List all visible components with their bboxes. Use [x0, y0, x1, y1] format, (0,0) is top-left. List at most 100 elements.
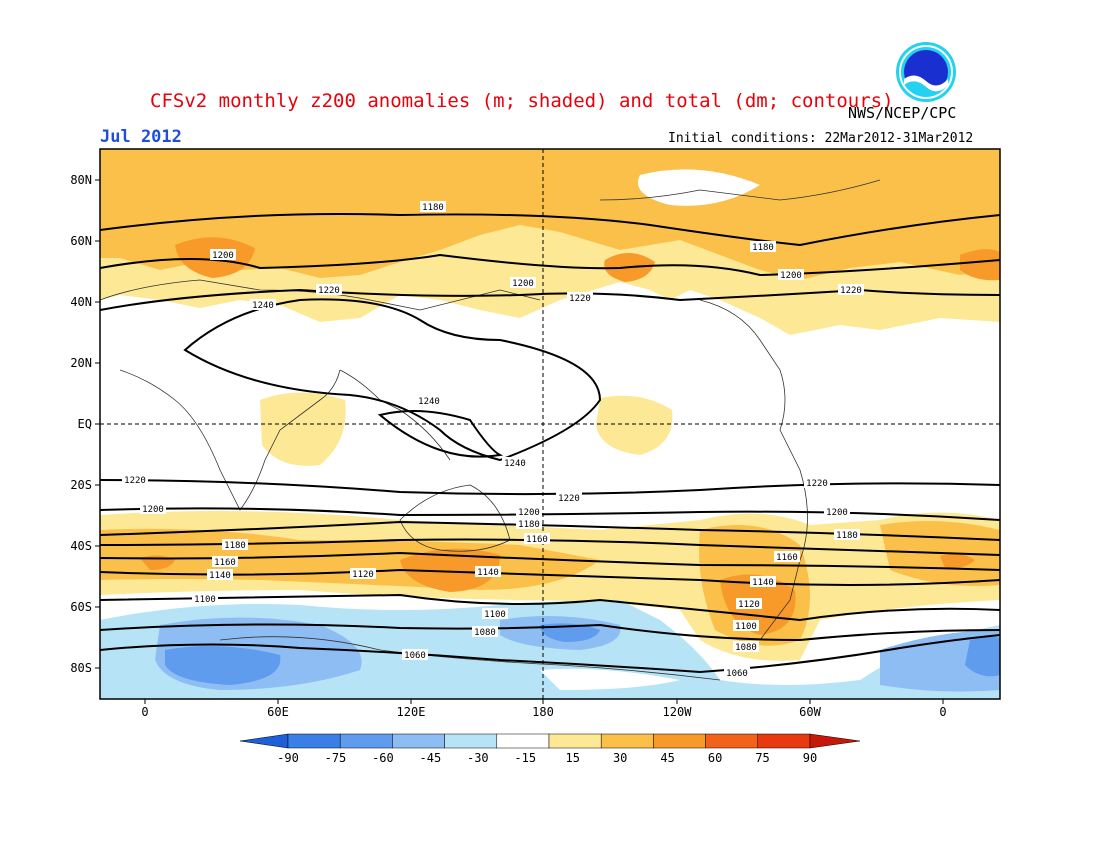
- contour-label: 1200: [210, 249, 236, 261]
- lon-label: 0: [939, 705, 946, 719]
- month-label: Jul 2012: [100, 127, 182, 147]
- svg-text:1180: 1180: [836, 531, 858, 541]
- contour-label: 1220: [122, 474, 148, 486]
- colorbar-swatch: [600, 733, 654, 749]
- contour-label: 1100: [192, 593, 218, 605]
- colorbar-arrow-right: [809, 733, 861, 749]
- contour-label: 1220: [838, 284, 864, 296]
- contour-label: 1200: [510, 277, 536, 289]
- contour-label: 1120: [350, 568, 376, 580]
- colorbar-label: 75: [755, 751, 769, 765]
- contour-label: 1100: [482, 608, 508, 620]
- svg-text:1200: 1200: [826, 508, 848, 518]
- colorbar: -90 -75 -60 -45 -30 -15 15 30 45 60 75 90: [239, 733, 861, 765]
- lon-label: 120E: [397, 705, 426, 719]
- lat-label: 20N: [70, 356, 92, 370]
- svg-text:1220: 1220: [318, 286, 340, 296]
- lon-label: 60W: [799, 705, 821, 719]
- colorbar-label: 90: [803, 751, 817, 765]
- contour-label: 1160: [774, 551, 800, 563]
- colorbar-swatch: [653, 733, 706, 749]
- svg-text:1120: 1120: [738, 600, 760, 610]
- lon-axis: 0 60E 120E 180 120W 60W 0: [141, 699, 947, 719]
- contour-label: 1160: [524, 533, 550, 545]
- colorbar-label: 45: [660, 751, 674, 765]
- svg-text:1100: 1100: [735, 622, 757, 632]
- lat-label: EQ: [78, 417, 92, 431]
- contour-label: 1180: [420, 201, 446, 213]
- contour-label: 1080: [733, 641, 759, 653]
- colorbar-swatch: [496, 733, 550, 749]
- svg-text:1160: 1160: [526, 535, 548, 545]
- svg-text:1200: 1200: [142, 505, 164, 515]
- svg-text:1220: 1220: [124, 476, 146, 486]
- svg-text:1100: 1100: [194, 595, 216, 605]
- lon-label: 180: [532, 705, 554, 719]
- colorbar-arrow-left: [239, 733, 289, 749]
- colorbar-label: -75: [325, 751, 347, 765]
- svg-text:1060: 1060: [404, 651, 426, 661]
- lat-label: 40S: [70, 539, 92, 553]
- svg-text:1180: 1180: [752, 243, 774, 253]
- colorbar-swatch: [444, 733, 498, 749]
- svg-text:1180: 1180: [224, 541, 246, 551]
- contour-label: 1180: [516, 518, 542, 530]
- contour-label: 1180: [750, 241, 776, 253]
- lat-label: 40N: [70, 295, 92, 309]
- contour-label: 1100: [733, 620, 759, 632]
- initial-conditions-label: Initial conditions: 22Mar2012-31Mar2012: [668, 131, 974, 146]
- svg-text:1160: 1160: [776, 553, 798, 563]
- svg-text:1200: 1200: [518, 508, 540, 518]
- svg-text:1180: 1180: [518, 520, 540, 530]
- contour-label: 1140: [475, 566, 501, 578]
- chart-title: CFSv2 monthly z200 anomalies (m; shaded)…: [150, 90, 894, 112]
- svg-text:1140: 1140: [209, 571, 231, 581]
- colorbar-swatch: [339, 733, 393, 749]
- svg-text:1240: 1240: [252, 301, 274, 311]
- contour-label: 1200: [516, 506, 542, 518]
- lat-label: 20S: [70, 478, 92, 492]
- contour-label: 1140: [750, 576, 776, 588]
- contour-label: 1220: [567, 292, 593, 304]
- svg-text:1140: 1140: [477, 568, 499, 578]
- svg-text:1240: 1240: [418, 397, 440, 407]
- contour-label: 1060: [724, 667, 750, 679]
- svg-text:1220: 1220: [840, 286, 862, 296]
- noaa-logo: [896, 42, 956, 102]
- contour-label: 1240: [502, 457, 528, 469]
- contour-label: 1180: [834, 529, 860, 541]
- svg-text:1060: 1060: [726, 669, 748, 679]
- contour-labels: 1180 1200 1240 1220 1200 1220 1180 1200 …: [122, 201, 864, 679]
- svg-text:1140: 1140: [752, 578, 774, 588]
- svg-text:1200: 1200: [512, 279, 534, 289]
- lat-label: 80S: [70, 661, 92, 675]
- svg-text:1220: 1220: [806, 479, 828, 489]
- contour-label: 1080: [472, 626, 498, 638]
- svg-text:1240: 1240: [504, 459, 526, 469]
- lat-axis: 80N 60N 40N 20N EQ 20S 40S 60S 80S: [70, 173, 100, 675]
- colorbar-label: -60: [372, 751, 394, 765]
- colorbar-label: -90: [277, 751, 299, 765]
- svg-text:1180: 1180: [422, 203, 444, 213]
- colorbar-label: -15: [514, 751, 536, 765]
- contour-label: 1220: [556, 492, 582, 504]
- lon-label: 120W: [663, 705, 693, 719]
- contour-label: 1180: [222, 539, 248, 551]
- contour-label: 1200: [778, 269, 804, 281]
- contour-label: 1200: [824, 506, 850, 518]
- contour-label: 1240: [416, 395, 442, 407]
- contour-label: 1160: [212, 556, 238, 568]
- svg-text:1080: 1080: [735, 643, 757, 653]
- lat-label: 60S: [70, 600, 92, 614]
- colorbar-swatch: [548, 733, 602, 749]
- colorbar-swatch: [287, 733, 341, 749]
- colorbar-swatch: [757, 733, 811, 749]
- contour-label: 1060: [402, 649, 428, 661]
- lat-label: 60N: [70, 234, 92, 248]
- svg-text:1200: 1200: [212, 251, 234, 261]
- svg-text:1220: 1220: [558, 494, 580, 504]
- svg-text:1160: 1160: [214, 558, 236, 568]
- contour-label: 1220: [316, 284, 342, 296]
- lat-label: 80N: [70, 173, 92, 187]
